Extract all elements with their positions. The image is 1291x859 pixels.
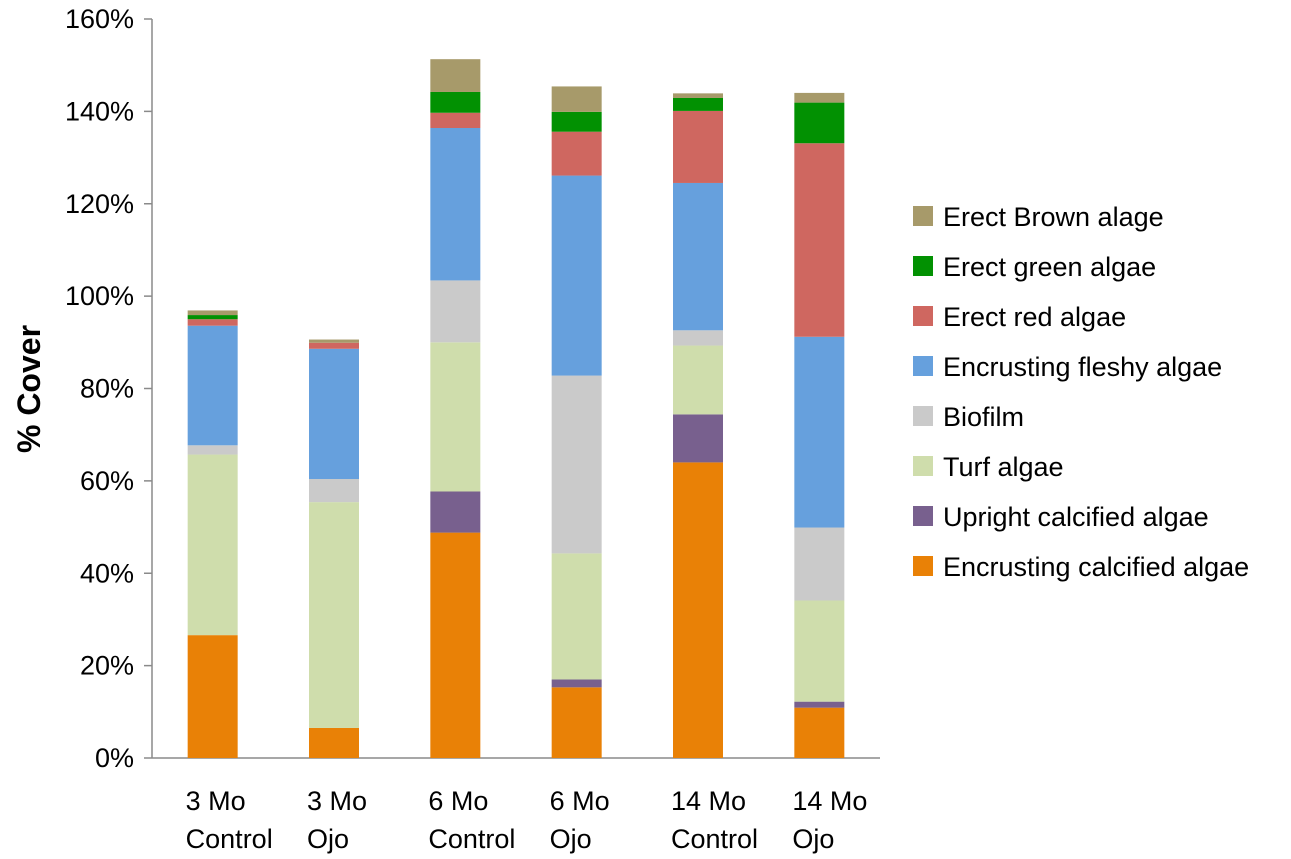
legend-label: Erect red algae	[943, 302, 1126, 332]
bar-segment	[673, 462, 723, 758]
legend: Erect Brown alage Erect green algae Erect …	[913, 202, 1249, 582]
legend-label: Turf algae	[943, 452, 1064, 482]
bar-segment	[673, 414, 723, 463]
bar-segment	[551, 111, 602, 132]
x-tick-label: 14 Mo	[671, 786, 746, 816]
bar-segment	[551, 86, 602, 112]
legend-swatch	[913, 406, 933, 426]
y-tick-label: 0%	[95, 743, 134, 773]
bar-segment	[551, 687, 602, 758]
axes: 0% 20% 40% 60% 80% 100% 120% 140% 160%	[65, 4, 880, 773]
bar-segment	[430, 532, 481, 758]
bar-segment	[309, 479, 359, 503]
bar-segment	[794, 707, 845, 758]
x-tick-label: Ojo	[792, 824, 834, 854]
bar-segment	[673, 330, 723, 346]
bar-segment	[794, 336, 845, 528]
x-tick-label: Control	[428, 824, 515, 854]
legend-label: Encrusting fleshy algae	[943, 352, 1222, 382]
bar-segment	[309, 348, 359, 480]
legend-swatch	[913, 456, 933, 476]
legend-swatch	[913, 206, 933, 226]
bar-segment	[673, 345, 723, 415]
bar-segment	[794, 701, 845, 708]
bar-segment	[309, 727, 359, 758]
bar-segment	[794, 102, 845, 144]
x-tick-label: Control	[186, 824, 273, 854]
x-tick-label: 3 Mo	[307, 786, 367, 816]
bar-segment	[187, 325, 238, 446]
x-tick-label: 14 Mo	[792, 786, 867, 816]
y-tick-label: 160%	[65, 4, 134, 34]
bar-segment	[551, 679, 602, 688]
bar-segment	[309, 342, 359, 349]
bar-segment	[551, 131, 602, 176]
bar-segment	[794, 143, 845, 337]
legend-swatch	[913, 556, 933, 576]
bar-segment	[187, 635, 238, 758]
bar-segment	[673, 110, 723, 183]
bar-segment	[430, 342, 481, 492]
bar-segment	[794, 527, 845, 601]
x-tick-label: Control	[671, 824, 758, 854]
bar-segment	[187, 319, 238, 326]
x-tick-label: Ojo	[550, 824, 592, 854]
x-tick-label: 3 Mo	[186, 786, 246, 816]
bar-segment	[309, 339, 359, 343]
legend-swatch	[913, 356, 933, 376]
legend-label: Upright calcified algae	[943, 502, 1209, 532]
bar-segment	[187, 445, 238, 455]
y-tick-label: 120%	[65, 189, 134, 219]
y-tick-label: 80%	[80, 374, 134, 404]
legend-label: Biofilm	[943, 402, 1024, 432]
bar-segment	[794, 92, 845, 103]
bar-segment	[430, 128, 481, 281]
bars	[187, 59, 845, 758]
bar-segment	[187, 310, 238, 316]
x-tick-label: Ojo	[307, 824, 349, 854]
bar-segment	[187, 454, 238, 636]
bar-segment	[794, 600, 845, 702]
bar-segment	[551, 375, 602, 554]
bar-segment	[551, 553, 602, 680]
bar-segment	[673, 97, 723, 111]
x-tick-label: 6 Mo	[428, 786, 488, 816]
bar-segment	[430, 91, 481, 113]
bar-segment	[551, 175, 602, 376]
y-tick-label: 60%	[80, 466, 134, 496]
bar-segment	[430, 280, 481, 343]
legend-label: Encrusting calcified algae	[943, 552, 1249, 582]
legend-swatch	[913, 256, 933, 276]
y-tick-label: 40%	[80, 558, 134, 588]
bar-segment	[430, 59, 481, 92]
x-tick-label: 6 Mo	[550, 786, 610, 816]
legend-swatch	[913, 506, 933, 526]
bar-segment	[673, 182, 723, 331]
legend-label: Erect Brown alage	[943, 202, 1164, 232]
y-tick-label: 140%	[65, 96, 134, 126]
bar-segment	[673, 93, 723, 98]
bar-segment	[187, 315, 238, 320]
x-axis-labels: 3 Mo Control 3 Mo Ojo 6 Mo Control 6 Mo Ojo 14 M…	[186, 786, 868, 854]
y-tick-label: 100%	[65, 281, 134, 311]
legend-label: Erect green algae	[943, 252, 1156, 282]
bar-segment	[430, 491, 481, 533]
bar-segment	[309, 502, 359, 728]
legend-swatch	[913, 306, 933, 326]
bar-segment	[430, 112, 481, 129]
y-axis-title: % Cover	[11, 325, 47, 453]
y-tick-label: 20%	[80, 651, 134, 681]
